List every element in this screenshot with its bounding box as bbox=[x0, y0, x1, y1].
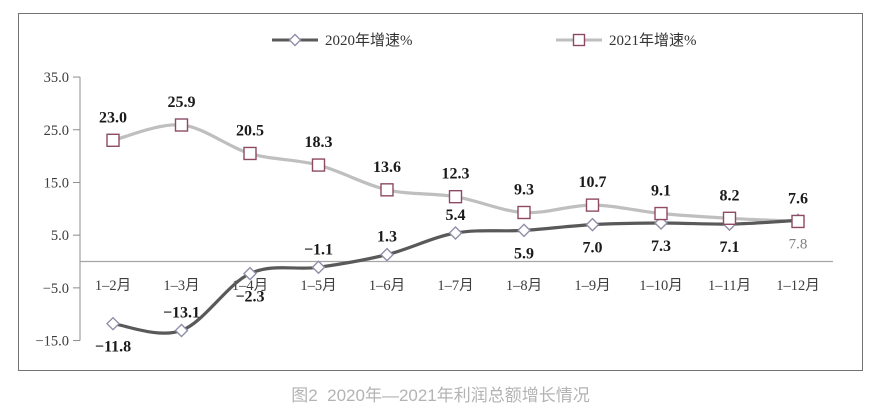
figure-caption: 图2 2020年—2021年利润总额增长情况 bbox=[291, 386, 590, 405]
legend-entry-2021: 2021年增速% bbox=[556, 29, 697, 50]
legend-label-2020: 2020年增速% bbox=[325, 33, 413, 49]
legend-marker-2021-icon bbox=[556, 33, 602, 46]
chart-frame bbox=[18, 13, 863, 371]
legend-marker-2020-icon bbox=[272, 33, 318, 46]
legend-label-2021: 2021年增速% bbox=[609, 33, 697, 49]
legend-entry-2020: 2020年增速% bbox=[272, 29, 413, 50]
